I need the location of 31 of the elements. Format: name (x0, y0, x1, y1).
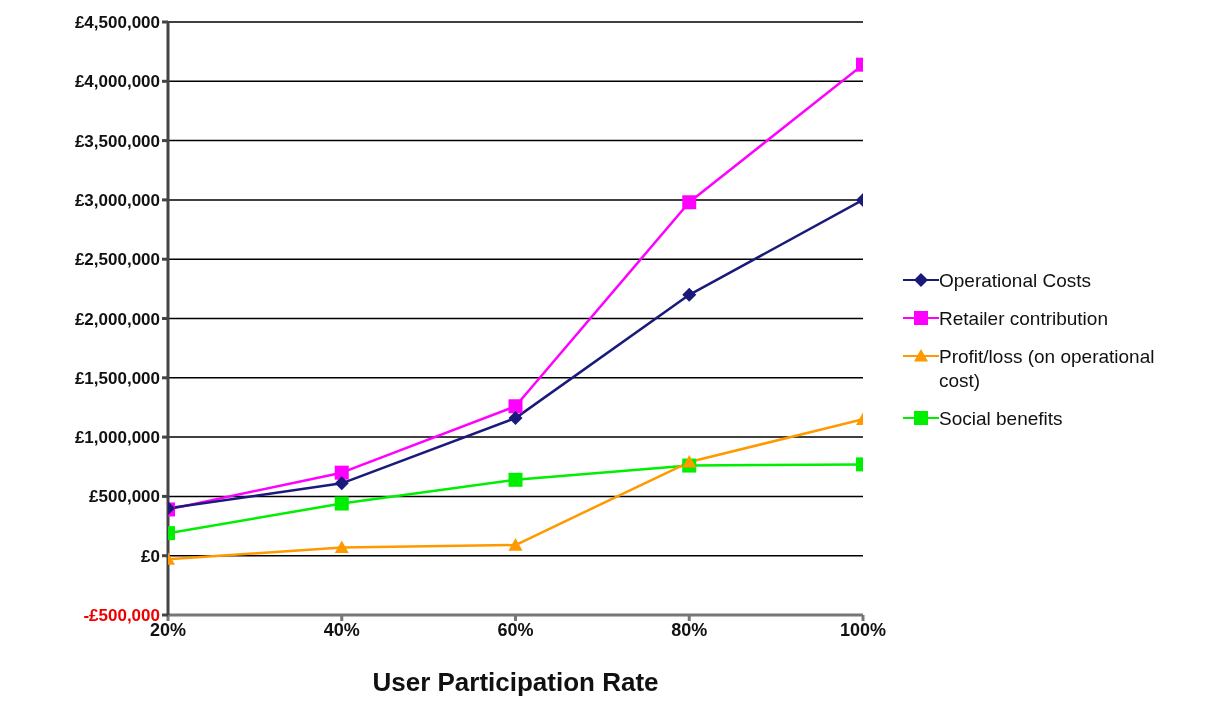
y-tick-label: £3,000,000 (74, 190, 160, 210)
y-tick-label: £0 (141, 546, 160, 566)
point (334, 496, 349, 511)
y-tick-label: £3,500,000 (74, 131, 160, 151)
x-tick-label: 80% (671, 619, 708, 640)
point (334, 465, 349, 480)
y-tick-label: £1,000,000 (74, 428, 160, 448)
y-tick-label: £4,000,000 (74, 72, 160, 92)
point (682, 287, 697, 302)
point (508, 538, 523, 551)
point (682, 195, 697, 210)
point (334, 476, 349, 491)
y-tick-label: £2,500,000 (74, 250, 160, 270)
point (508, 411, 523, 426)
legend-label: Profit/loss (on operational cost) (939, 344, 1156, 393)
x-tick-label: 100% (839, 619, 887, 640)
y-tick-label: £4,500,000 (74, 13, 160, 32)
point (334, 540, 349, 553)
point (508, 399, 523, 414)
legend-label: Operational Costs (939, 268, 1092, 293)
x-tick-label: 40% (323, 619, 360, 640)
y-tick-label: £1,500,000 (74, 368, 160, 388)
x-axis-title: User Participation Rate (372, 667, 659, 697)
legend-label: Social benefits (939, 406, 1063, 431)
y-tick-label: -£500,000 (83, 606, 160, 625)
y-tick-label: £2,000,000 (74, 309, 160, 329)
point (682, 455, 697, 468)
legend-label: Retailer contribution (939, 306, 1108, 331)
y-tick-label: £500,000 (89, 487, 160, 507)
x-tick-label: 60% (497, 619, 534, 640)
point (508, 472, 523, 487)
